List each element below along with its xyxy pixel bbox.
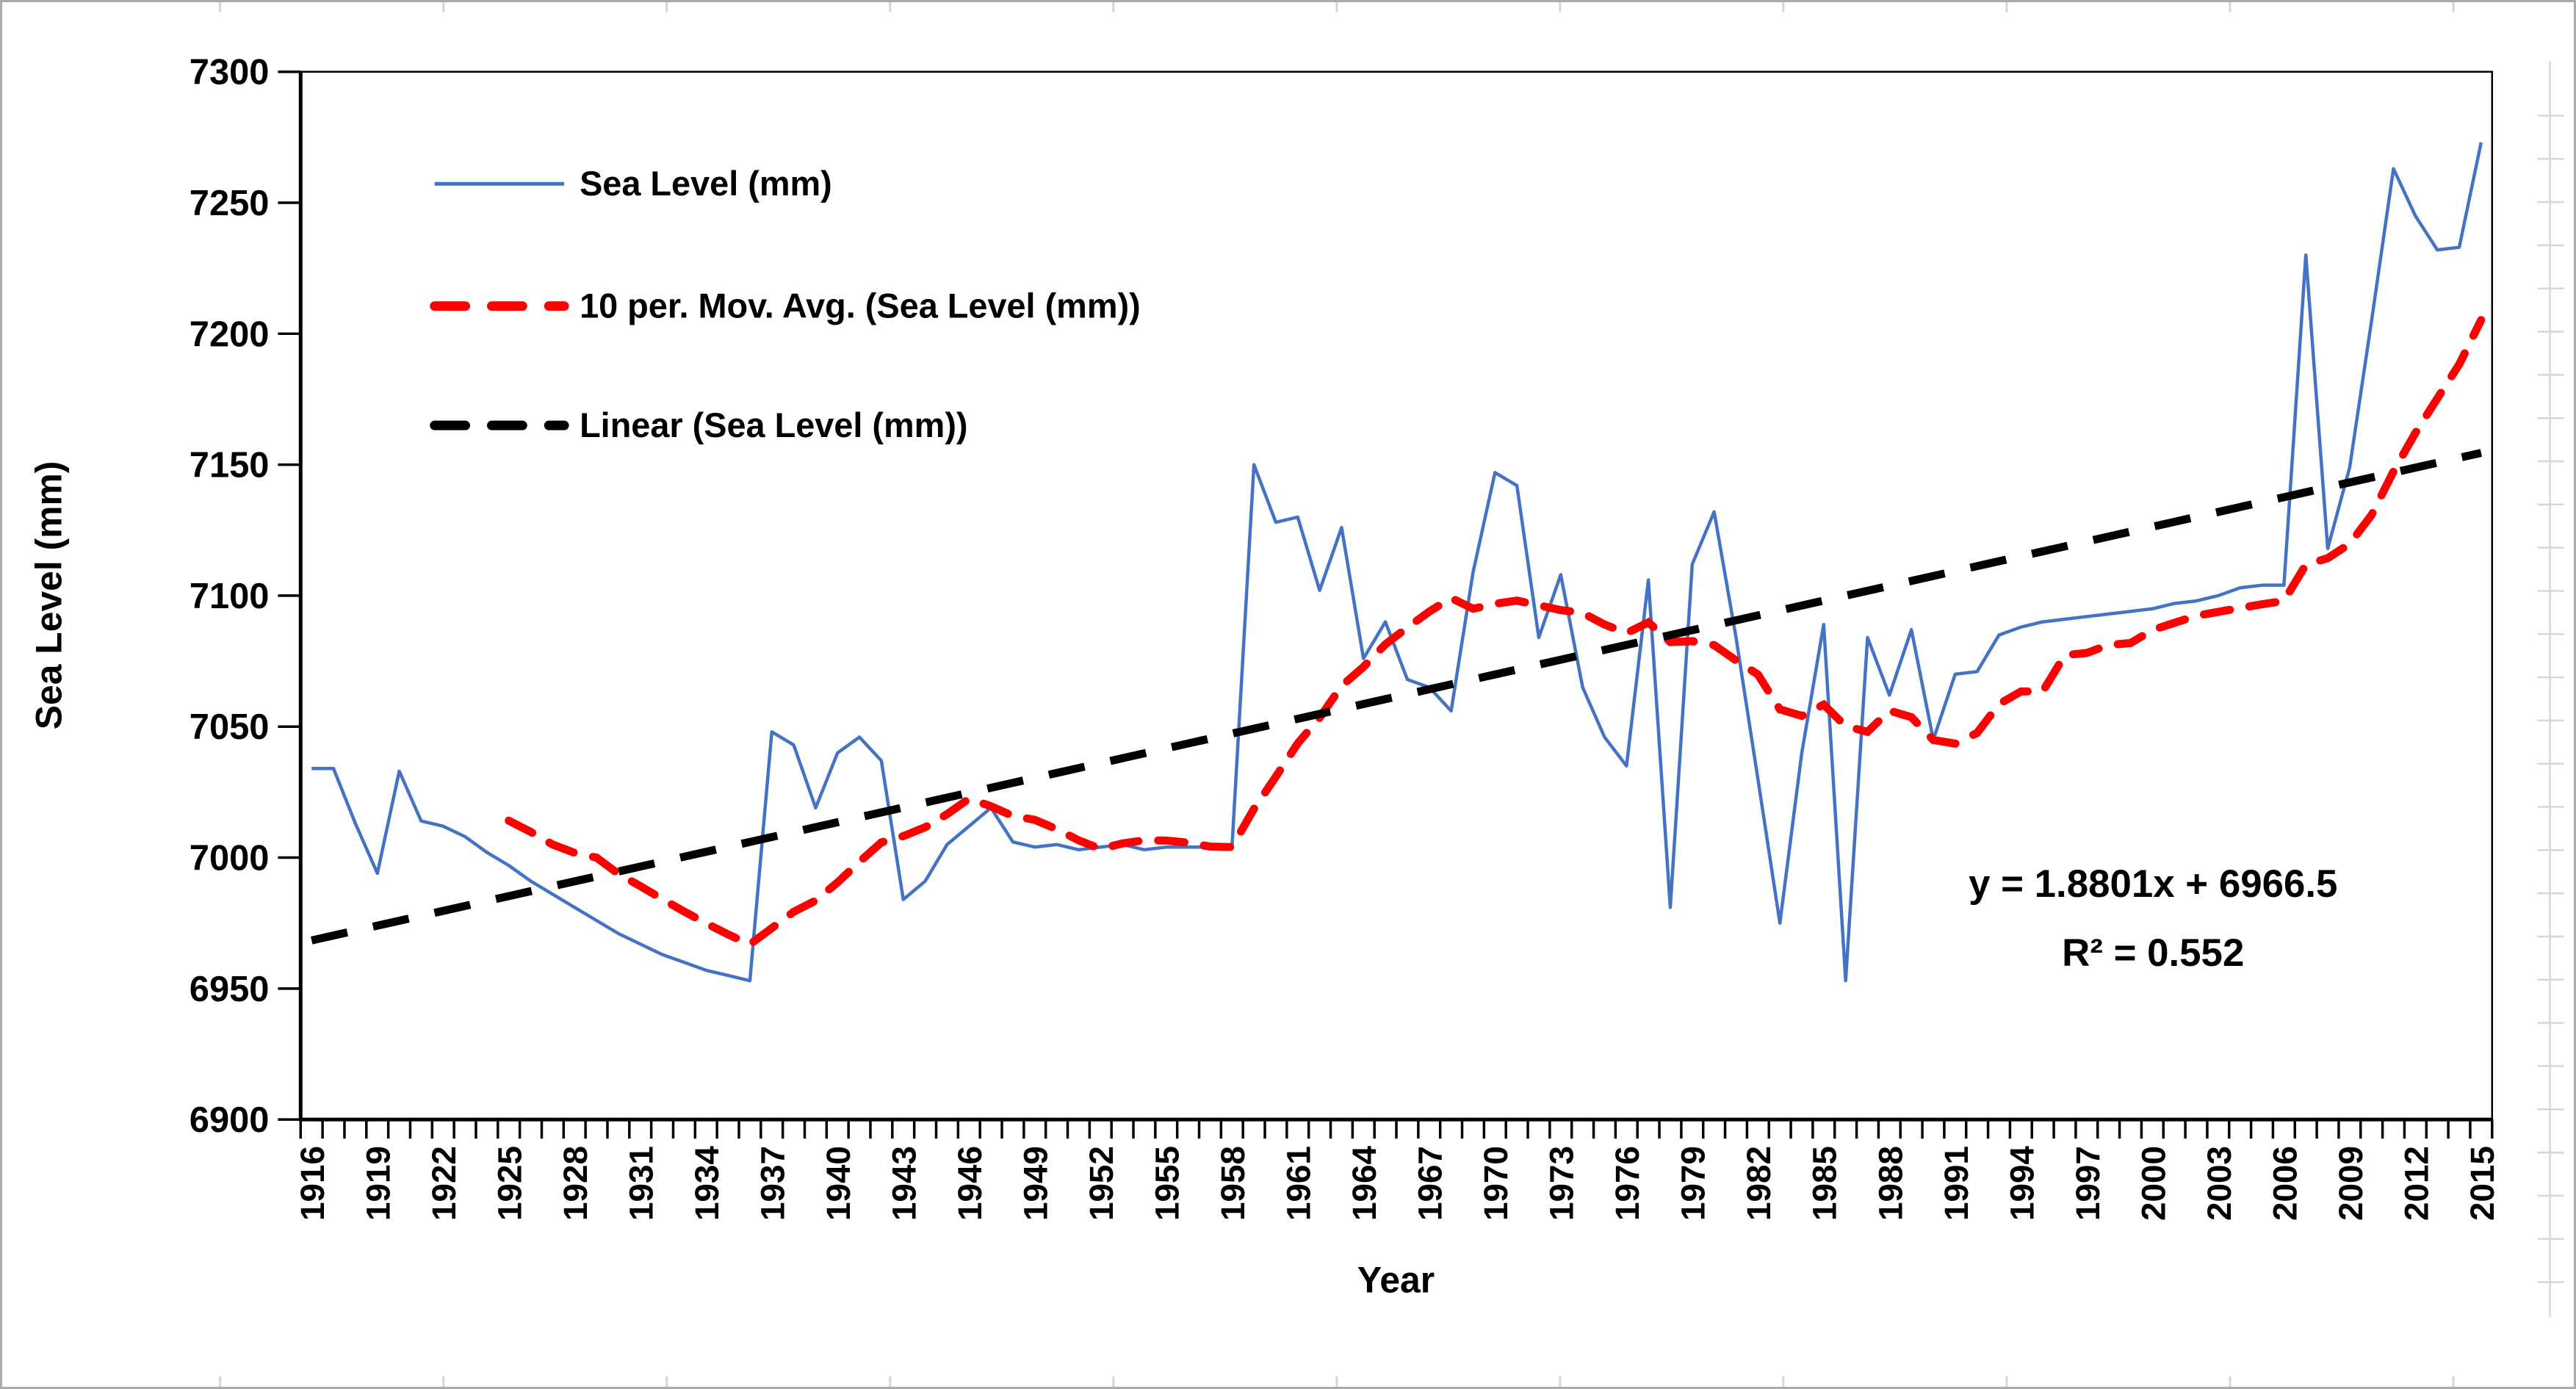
svg-text:1970: 1970 <box>1476 1146 1515 1221</box>
svg-text:1958: 1958 <box>1213 1146 1252 1221</box>
worksheet-gridline-stubs <box>219 2 2564 1387</box>
svg-text:7150: 7150 <box>190 446 270 486</box>
svg-text:1979: 1979 <box>1674 1146 1712 1221</box>
legend-item: Linear (Sea Level (mm)) <box>430 406 968 444</box>
legend-item-label: Sea Level (mm) <box>580 165 832 203</box>
svg-text:1976: 1976 <box>1608 1146 1646 1221</box>
svg-text:2015: 2015 <box>2463 1146 2501 1221</box>
sea-level-line <box>311 142 2483 983</box>
x-axis-ticks: 1916 1919 1922 1925 1928 1931 1934 1937 1940 1943… <box>293 1119 2501 1221</box>
svg-text:7000: 7000 <box>190 838 270 878</box>
svg-text:1919: 1919 <box>359 1146 397 1221</box>
legend-item-label: 10 per. Mov. Avg. (Sea Level (mm)) <box>580 287 1141 325</box>
svg-text:1961: 1961 <box>1280 1146 1318 1221</box>
svg-text:7300: 7300 <box>190 53 270 93</box>
svg-text:1943: 1943 <box>885 1146 923 1221</box>
y-axis-ticks: 6900 6950 7000 7050 7100 7150 7200 7250 7300 <box>190 53 301 1140</box>
data-series <box>311 142 2486 983</box>
svg-text:1937: 1937 <box>754 1146 792 1221</box>
svg-text:1982: 1982 <box>1739 1146 1778 1221</box>
svg-text:1997: 1997 <box>2068 1146 2107 1221</box>
svg-text:7250: 7250 <box>190 184 270 223</box>
svg-text:1934: 1934 <box>688 1146 726 1221</box>
svg-text:1928: 1928 <box>556 1146 594 1221</box>
svg-text:2012: 2012 <box>2397 1146 2435 1221</box>
svg-text:1952: 1952 <box>1082 1146 1120 1221</box>
svg-text:1922: 1922 <box>425 1146 463 1221</box>
svg-text:1925: 1925 <box>491 1146 529 1221</box>
svg-text:1946: 1946 <box>950 1146 989 1221</box>
svg-text:1973: 1973 <box>1543 1146 1581 1221</box>
svg-text:6950: 6950 <box>190 970 270 1009</box>
svg-text:1964: 1964 <box>1345 1146 1383 1221</box>
svg-text:1967: 1967 <box>1411 1146 1449 1221</box>
svg-text:7100: 7100 <box>190 577 270 616</box>
trend-line <box>311 449 2483 945</box>
svg-text:1931: 1931 <box>622 1146 660 1221</box>
legend: Sea Level (mm) 10 per. Mov. Avg. (Sea Lev… <box>430 165 1141 444</box>
svg-text:1988: 1988 <box>1871 1146 1909 1221</box>
svg-text:6900: 6900 <box>190 1100 270 1140</box>
svg-text:2000: 2000 <box>2134 1146 2172 1221</box>
svg-text:7200: 7200 <box>190 314 270 354</box>
svg-text:1994: 1994 <box>2002 1146 2041 1221</box>
svg-text:1916: 1916 <box>293 1146 331 1221</box>
legend-item-label: Linear (Sea Level (mm)) <box>580 406 967 444</box>
svg-text:1985: 1985 <box>1805 1146 1844 1221</box>
svg-text:2006: 2006 <box>2265 1146 2303 1221</box>
r-squared: R² = 0.552 <box>2062 931 2244 975</box>
svg-text:1940: 1940 <box>819 1146 857 1221</box>
svg-text:1949: 1949 <box>1017 1146 1055 1221</box>
y-axis-title: Sea Level (mm) <box>28 461 69 730</box>
svg-text:2009: 2009 <box>2331 1146 2370 1221</box>
svg-text:7050: 7050 <box>190 707 270 747</box>
legend-item: 10 per. Mov. Avg. (Sea Level (mm)) <box>430 287 1141 325</box>
legend-item: Sea Level (mm) <box>434 165 832 203</box>
moving-average-line <box>505 316 2486 949</box>
svg-text:2003: 2003 <box>2200 1146 2238 1221</box>
trend-equation: y = 1.8801x + 6966.5 <box>1969 862 2337 906</box>
x-axis-title: Year <box>1357 1259 1435 1300</box>
svg-text:1955: 1955 <box>1148 1146 1186 1221</box>
svg-text:1991: 1991 <box>1937 1146 1975 1221</box>
